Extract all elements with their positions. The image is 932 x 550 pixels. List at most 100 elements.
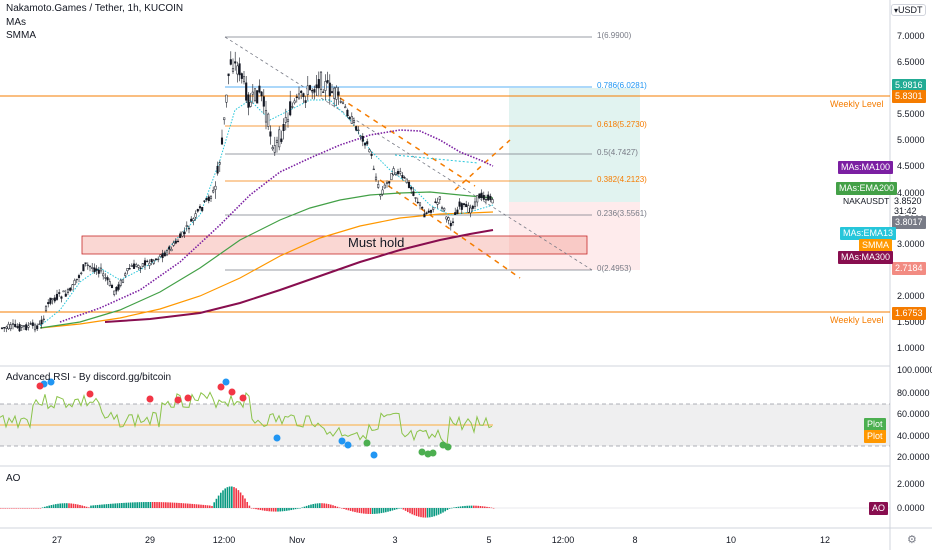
ao-bar [134, 502, 136, 508]
ao-bar [424, 508, 427, 518]
candle-body [80, 272, 83, 275]
ao-bar [176, 502, 178, 508]
candle-body [341, 101, 345, 104]
indicator-mas[interactable]: MAs [6, 17, 26, 28]
ao-bar [341, 508, 343, 509]
settings-gear-icon[interactable]: ⚙ [907, 534, 917, 546]
candle-body [126, 268, 129, 272]
fib-label-0618: 0.618(5.2730) [597, 120, 647, 129]
candle-body [383, 184, 386, 189]
candle-body [315, 84, 318, 89]
candle-body [212, 190, 215, 193]
ao-bar [233, 487, 235, 508]
ao-bar [268, 508, 270, 512]
rsi-tick: 80.0000 [897, 388, 930, 398]
weekly-level-lower[interactable]: Weekly Level [830, 315, 884, 325]
rsi-title[interactable]: Advanced RSI - By discord.gg/bitcoin [6, 372, 172, 383]
price-tick: 1.0000 [897, 343, 925, 353]
label-smma[interactable]: SMMA [859, 239, 892, 252]
ao-bar [94, 505, 97, 508]
candle-body [300, 90, 303, 93]
fib-retracement[interactable] [224, 36, 593, 271]
ao-bar [198, 504, 200, 508]
candle-body [412, 191, 415, 196]
candle-body [29, 323, 32, 325]
ao-bar [411, 508, 413, 515]
ao-bar [125, 502, 127, 508]
label-ema13[interactable]: MAs:EMA13 [840, 227, 897, 240]
candle-body [392, 168, 395, 175]
candle-body [60, 296, 63, 299]
rsi-signal-marker [36, 382, 44, 390]
ao-bar [301, 507, 303, 508]
candle-body [225, 94, 228, 103]
candle-body [104, 277, 107, 279]
ao-badge: AO [869, 502, 889, 515]
candle-body [172, 242, 175, 246]
ao-bar [431, 508, 433, 517]
label-ema200[interactable]: MAs:EMA200 [836, 182, 898, 195]
label-ma100[interactable]: MAs:MA100 [838, 161, 894, 174]
indicator-smma[interactable]: SMMA [6, 30, 36, 41]
ao-bar [358, 508, 361, 513]
ao-bar [61, 503, 64, 508]
wedge-lines[interactable] [339, 97, 521, 279]
candle-body [484, 198, 488, 201]
candle-body [401, 175, 404, 178]
ao-bar [55, 504, 57, 508]
candle-body [150, 259, 153, 262]
must-hold-label[interactable]: Must hold [348, 235, 405, 250]
candle-body [251, 91, 254, 95]
price-tick: 4.5000 [897, 161, 925, 171]
ao-bar [281, 508, 284, 512]
currency-selector[interactable]: ▾USDT [891, 4, 926, 16]
candle-body [425, 212, 428, 214]
weekly-level-upper[interactable]: Weekly Level [830, 99, 884, 109]
candle-body [183, 231, 186, 235]
ao-bar [19, 508, 22, 509]
candle-body [372, 168, 375, 171]
ao-bar [484, 506, 486, 508]
candle-body [108, 281, 111, 286]
candle-body [308, 85, 312, 90]
ao-bar [279, 508, 281, 512]
rsi-signal-marker [338, 437, 346, 445]
candle-body [9, 324, 12, 330]
ao-bar [79, 504, 81, 508]
candle-body [264, 110, 268, 123]
ao-bar [171, 502, 174, 508]
ao-bar [169, 502, 171, 508]
ao-bar [173, 502, 176, 508]
ao-title[interactable]: AO [6, 473, 21, 484]
ao-bar [255, 508, 257, 510]
ao-bar [444, 508, 446, 512]
candle-body [231, 68, 235, 72]
candle-body [148, 262, 151, 266]
rsi-signal-marker [444, 443, 452, 451]
candle-body [324, 81, 327, 91]
candle-body [388, 181, 391, 184]
ao-bar [308, 505, 310, 508]
rsi-tick: 40.0000 [897, 431, 930, 441]
candle-body [163, 252, 166, 257]
ao-bar [492, 507, 495, 509]
ao-bar [446, 508, 449, 511]
ao-tick-2: 2.0000 [897, 479, 925, 489]
candle-body [234, 61, 237, 64]
candle-body [302, 93, 305, 98]
ao-bar [382, 508, 385, 513]
ao-bar [132, 502, 134, 508]
fib-label-0382: 0.382(4.2123) [597, 175, 647, 184]
label-ma300[interactable]: MAs:MA300 [838, 251, 894, 264]
ao-bar [286, 508, 288, 511]
candle-body [480, 192, 483, 199]
ao-bar [409, 508, 411, 514]
candle-body [335, 87, 338, 100]
time-label-5: 5 [486, 535, 492, 545]
candle-body [267, 113, 270, 127]
candle-body [38, 323, 41, 325]
ao-bar [292, 508, 295, 510]
price-tick: 2.0000 [897, 291, 925, 301]
candle-body [304, 100, 307, 103]
